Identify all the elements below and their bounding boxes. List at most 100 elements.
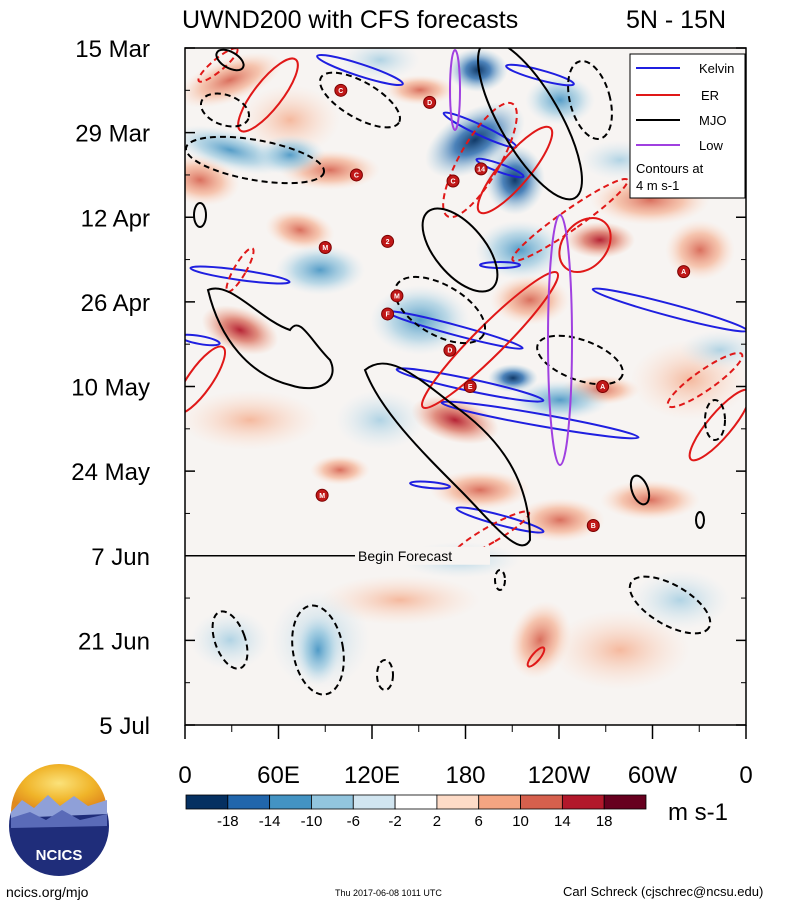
tc-marker-circle [318, 240, 332, 254]
anomaly-patch [411, 395, 499, 445]
colorbar-label: -10 [301, 813, 323, 830]
anomaly-patch [296, 615, 340, 685]
tc-marker: A [596, 380, 610, 393]
chart-title: UWND200 with CFS forecasts [182, 6, 518, 34]
tc-marker-circle [677, 265, 691, 279]
tc-marker: B [586, 519, 600, 533]
tc-marker-label: D [427, 100, 432, 107]
y-tick-label: 5 Jul [99, 713, 150, 740]
x-tick-label: 60E [257, 762, 300, 789]
colorbar-swatch [227, 794, 271, 810]
contour-er [476, 125, 554, 215]
colorbar-label: -18 [217, 813, 239, 830]
colorbar-label: 10 [512, 813, 529, 830]
chart-region: 5N - 15N [626, 6, 726, 34]
footer-site: ncics.org/mjo [6, 884, 89, 900]
contour-kelvin [189, 265, 291, 285]
contour-er [688, 388, 746, 462]
legend-label-er: ER [701, 88, 719, 103]
y-tick-label: 26 Apr [81, 290, 150, 317]
contour-kelvin [409, 480, 451, 490]
anomaly-patch [550, 610, 690, 690]
legend-label-mjo: MJO [699, 113, 726, 128]
contour-er [185, 345, 226, 415]
tc-marker-circle [315, 488, 329, 502]
contour-mjo [211, 610, 249, 670]
tc-marker-circle [381, 307, 395, 321]
contour-mjo [193, 202, 207, 228]
anomaly-patch [430, 470, 530, 510]
anomaly-patch [485, 145, 545, 215]
tc-marker-label: M [319, 493, 325, 500]
anomaly-patch [385, 75, 455, 105]
colorbar-swatch [603, 794, 647, 810]
contour-mjo [695, 511, 705, 529]
anomaly-patch [665, 220, 735, 280]
colorbar-swatch [478, 794, 521, 810]
tc-marker-label: M [322, 245, 328, 252]
contour-kelvin [455, 506, 545, 534]
tc-marker-label: C [338, 88, 343, 95]
tc-marker: C [349, 168, 363, 182]
legend: Kelvin ER MJO Low Contours at 4 m s-1 [629, 53, 746, 199]
tc-marker-label: A [681, 269, 686, 276]
tc-marker-label: C [354, 172, 359, 179]
tc-marker: 2 [381, 234, 395, 248]
y-tick-label: 10 May [71, 375, 150, 402]
contour-mjo [477, 48, 583, 201]
logo-mountains [11, 795, 107, 818]
x-tick-label: 0 [178, 762, 191, 789]
anomaly-patch [275, 245, 365, 295]
anomaly-patch [525, 75, 595, 125]
legend-label-low: Low [699, 138, 723, 153]
contour-mjo [319, 71, 401, 129]
y-tick-label: 29 Mar [75, 121, 150, 148]
anomaly-patch [190, 610, 270, 670]
contour-mjo [185, 135, 326, 185]
tc-marker-label: A [600, 384, 605, 391]
x-axis: 0 60E 120E 180 120W 60W 0 [178, 725, 753, 789]
anomaly-patch [185, 52, 283, 108]
anomaly-patch [565, 222, 635, 258]
contour-er [449, 510, 531, 560]
y-tick-label: 12 Apr [81, 205, 150, 232]
contour-mjo [376, 659, 394, 691]
anomaly-patch [201, 305, 279, 355]
contour-er [666, 351, 744, 409]
tc-marker-circle [381, 234, 395, 248]
anomaly-patch [680, 330, 746, 370]
x-tick-label: 120W [528, 762, 591, 789]
tc-marker-label: 2 [386, 239, 390, 246]
tc-marker-label: 14 [477, 166, 485, 173]
tc-marker-circle [596, 380, 610, 393]
tc-marker: 14 [474, 162, 488, 176]
tc-marker: M [390, 289, 404, 303]
contour-mjo [494, 569, 506, 591]
colorbar-swatch [561, 794, 605, 810]
colorbar: -18 -14 -10 -6 -2 2 6 10 14 18 [185, 794, 647, 830]
colorbar-label: -2 [388, 813, 401, 830]
contour-kelvin [316, 53, 404, 87]
y-axis: 15 Mar 29 Mar 12 Apr 26 Apr 10 May 24 May 7 Ju… [71, 36, 746, 740]
contour-kelvin [479, 261, 521, 269]
contour-mjo [421, 207, 499, 293]
anomaly-patch [240, 85, 340, 155]
contour-mjo [567, 60, 613, 140]
contour-mjo [536, 334, 624, 386]
colorbar-label: -6 [347, 813, 360, 830]
contour-kelvin [185, 333, 221, 347]
x-tick-label: 180 [445, 762, 485, 789]
anomaly-patch [370, 285, 470, 355]
tc-marker: A [677, 265, 691, 279]
anomaly-patch [475, 220, 565, 280]
contour-mjo [393, 275, 487, 345]
anomaly-patch [510, 380, 610, 420]
tc-marker-label: D [447, 348, 452, 355]
y-tick-label: 15 Mar [75, 36, 150, 63]
colorbar-swatch [436, 794, 480, 810]
anomaly-patch [185, 390, 320, 450]
y-tick-label: 21 Jun [78, 628, 150, 655]
anomaly-patch [255, 135, 325, 175]
tc-marker-circle [474, 162, 488, 176]
anomaly-patch [630, 570, 730, 630]
